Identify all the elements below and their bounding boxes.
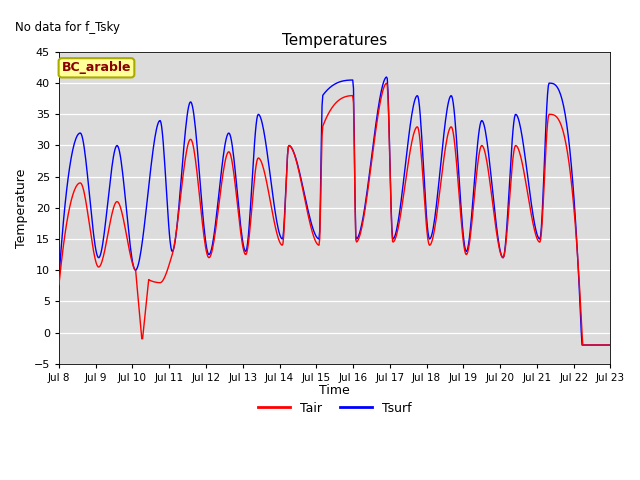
Y-axis label: Temperature: Temperature bbox=[15, 168, 28, 248]
X-axis label: Time: Time bbox=[319, 384, 350, 397]
Legend: Tair, Tsurf: Tair, Tsurf bbox=[253, 397, 416, 420]
Text: BC_arable: BC_arable bbox=[61, 61, 131, 74]
Text: No data for f_Tsky: No data for f_Tsky bbox=[15, 21, 120, 34]
Title: Temperatures: Temperatures bbox=[282, 33, 387, 48]
